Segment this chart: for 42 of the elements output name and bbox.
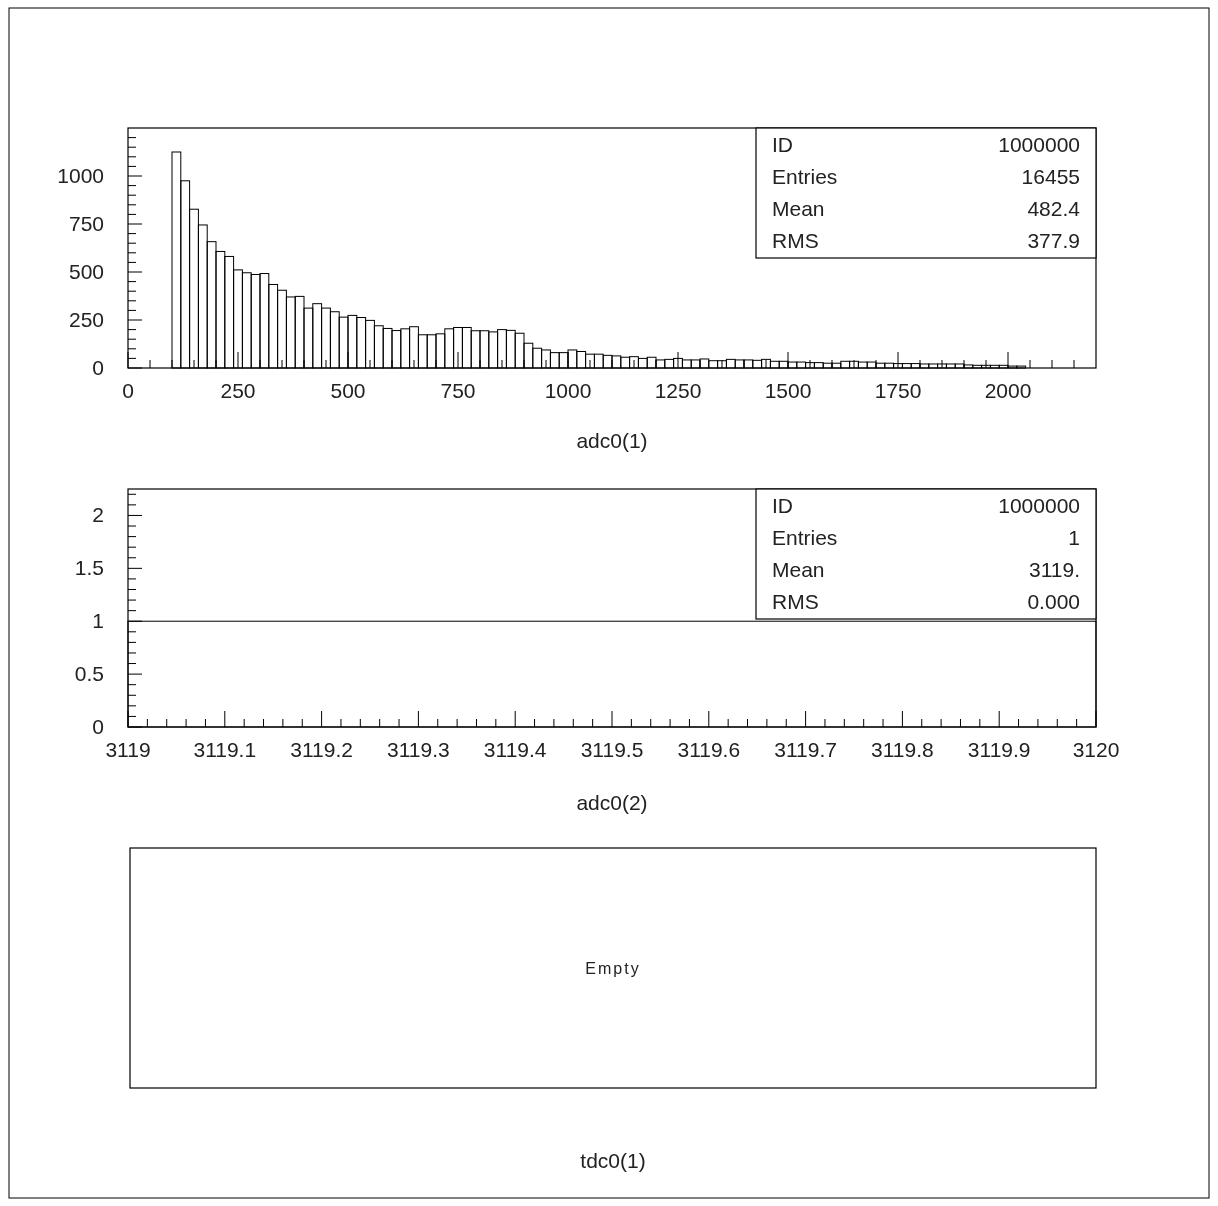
x-tick-label: 3119: [105, 738, 151, 761]
y-tick-label: 750: [68, 212, 104, 235]
x-tick-label: 3119.4: [483, 738, 547, 761]
y-tick-label: 500: [68, 260, 104, 283]
y-tick-label: 0: [92, 715, 104, 738]
text: Entries 16455: [772, 165, 1080, 188]
y-tick-label: 0.5: [74, 662, 104, 686]
x-tick-label: 3119.7: [774, 738, 837, 761]
x-tick-label: 500: [330, 379, 366, 402]
y-tick-label: 1000: [57, 164, 104, 187]
text: tdc0(1): [580, 1149, 646, 1172]
x-tick-label: 3119.6: [677, 738, 741, 761]
x-tick-label: 250: [220, 379, 256, 402]
x-axis-title: adc0(2): [576, 791, 648, 814]
y-tick-label: 1: [92, 609, 104, 633]
y-tick-label: 0: [92, 356, 104, 379]
x-axis-title: adc0(1): [576, 429, 648, 452]
text: RMS 0.000: [772, 590, 1080, 613]
x-tick-label: 3119.2: [290, 738, 353, 761]
text: Mean 482.4: [772, 197, 1080, 220]
x-tick-label: 0: [122, 379, 134, 402]
x-tick-label: 1750: [874, 379, 922, 402]
x-tick-label: 3119.3: [387, 738, 450, 761]
x-tick-label: 750: [440, 379, 476, 402]
x-tick-label: 3119.5: [580, 738, 644, 761]
x-tick-label: 1500: [764, 379, 812, 402]
x-tick-label: 3119.1: [193, 738, 257, 761]
x-tick-label: 1250: [654, 379, 702, 402]
y-tick-label: 2: [92, 503, 104, 527]
x-tick-label: 2000: [984, 379, 1032, 402]
text: Mean 3119.: [772, 558, 1080, 581]
text: RMS 377.9: [772, 229, 1080, 252]
text: ID 1000000: [772, 494, 1080, 517]
y-tick-label: 250: [68, 308, 104, 331]
text: Entries 1: [772, 526, 1080, 549]
x-tick-label: 3119.9: [967, 738, 1031, 761]
text: ID 1000000: [772, 133, 1080, 156]
y-tick-label: 1.5: [74, 556, 104, 580]
x-tick-label: 3119.8: [871, 738, 934, 761]
x-tick-label: 1000: [544, 379, 592, 402]
x-tick-label: 3120: [1072, 738, 1120, 761]
text: Empty: [585, 960, 641, 977]
